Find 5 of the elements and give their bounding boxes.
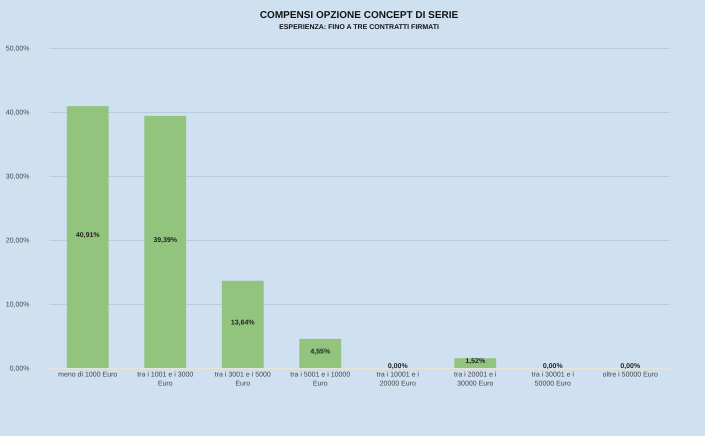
chart-title: COMPENSI OPZIONE CONCEPT DI SERIE — [260, 10, 459, 21]
bar — [299, 338, 342, 368]
bar — [66, 106, 109, 368]
bar — [144, 116, 186, 368]
bar — [222, 280, 264, 368]
